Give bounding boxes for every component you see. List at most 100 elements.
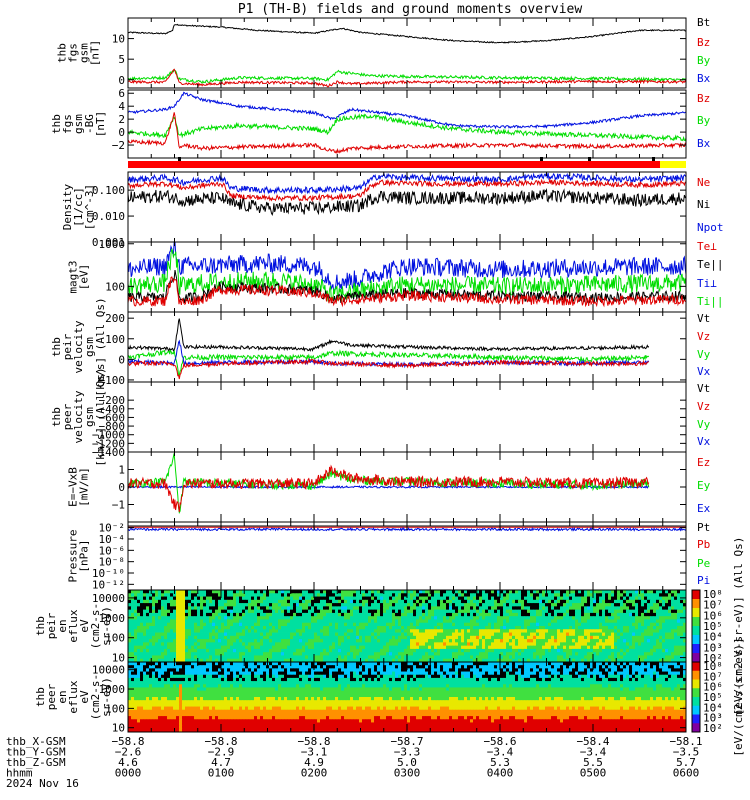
spectrogram-cell: [440, 626, 444, 630]
spectrogram-cell: [335, 658, 339, 663]
spectrogram-cell: [620, 655, 624, 660]
spectrogram-cell: [617, 619, 621, 624]
spectrogram-cell: [563, 626, 567, 630]
spectrogram-cell: [392, 655, 396, 660]
spectrogram-cell: [137, 635, 141, 640]
spectrogram-cell: [371, 593, 375, 597]
spectrogram-cell: [317, 635, 321, 640]
spectrogram-cell: [506, 639, 510, 643]
spectrogram-cell: [641, 590, 645, 594]
spectrogram-cell: [626, 612, 630, 617]
spectrogram-cell: [308, 639, 312, 643]
spectrogram-cell: [296, 635, 300, 640]
spectrogram-cell: [488, 606, 492, 611]
spectrogram-cell: [677, 629, 681, 633]
spectrogram-cell: [467, 655, 471, 660]
spectrogram-cell: [275, 639, 279, 643]
spectrogram-cell: [674, 616, 678, 620]
spectrogram-cell: [410, 655, 414, 660]
spectrogram-cell: [230, 612, 234, 617]
spectrogram-cell: [485, 626, 489, 630]
spectrogram-cell: [344, 662, 348, 666]
spectrogram-cell: [644, 590, 648, 594]
spectrogram-cell: [641, 616, 645, 620]
spectrogram-cell: [659, 648, 663, 653]
spectrogram-cell: [497, 593, 501, 597]
spectrogram-cell: [470, 609, 474, 614]
spectrogram-cell: [479, 612, 483, 617]
spectrogram-cell: [230, 599, 234, 604]
spectrogram-cell: [239, 662, 243, 666]
spectrogram-cell: [218, 642, 222, 647]
spectrogram-cell: [653, 648, 657, 653]
spectrogram-cell: [179, 593, 183, 597]
spectrogram-cell: [167, 612, 171, 617]
series-line-ti: [127, 248, 687, 302]
spectrogram-cell: [587, 626, 591, 630]
spectrogram-cell: [368, 662, 372, 666]
spectrogram-cell: [239, 655, 243, 660]
spectrogram-cell: [623, 616, 627, 620]
spectrogram-cell: [662, 619, 666, 624]
spectrogram-cell: [275, 662, 279, 666]
spectrogram-cell: [167, 616, 171, 620]
spectrogram-cell: [161, 655, 165, 660]
spectrogram-cell: [191, 603, 195, 607]
spectrogram-cell: [392, 616, 396, 620]
spectrogram-cell: [545, 616, 549, 620]
spectrogram-cell: [212, 599, 216, 604]
spectrogram-cell: [137, 596, 141, 601]
spectrogram-cell: [323, 599, 327, 604]
spectrogram-cell: [428, 662, 432, 666]
spectrogram-cell: [371, 629, 375, 633]
spectrogram-cell: [191, 635, 195, 640]
spectrogram-cell: [302, 655, 306, 660]
spectrogram-cell: [479, 609, 483, 614]
spectrogram-cell: [146, 639, 150, 643]
spectrogram-cell: [347, 593, 351, 597]
spectrogram-cell: [614, 639, 618, 643]
spectrogram-cell: [596, 635, 600, 640]
spectrogram-cell: [314, 609, 318, 614]
spectrogram-cell: [236, 626, 240, 630]
spectrogram-cell: [392, 593, 396, 597]
spectrogram-cell: [572, 599, 576, 604]
spectrogram-cell: [530, 593, 534, 597]
spectrogram-cell: [428, 616, 432, 620]
spectrogram-cell: [188, 642, 192, 647]
spectrogram-cell: [524, 632, 528, 637]
spectrogram-cell: [560, 655, 564, 660]
spectrogram-cell: [299, 612, 303, 617]
spectrogram-cell: [521, 616, 525, 620]
spectrogram-cell: [314, 619, 318, 624]
spectrogram-cell: [671, 652, 675, 656]
spectrogram-cell: [413, 603, 417, 607]
spectrogram-cell: [650, 652, 654, 656]
spectrogram-cell: [629, 658, 633, 663]
spectrogram-cell: [431, 612, 435, 617]
y-axis-label: en: [56, 619, 69, 632]
spectrogram-cell: [518, 645, 522, 650]
spectrogram-cell: [263, 642, 267, 647]
spectrogram-cell: [302, 642, 306, 647]
spectrogram-cell: [644, 612, 648, 617]
spectrogram-cell: [197, 616, 201, 620]
spectrogram-cell: [284, 632, 288, 637]
spectrogram-cell: [608, 632, 612, 637]
spectrogram-cell: [662, 616, 666, 620]
spectrogram-cell: [464, 635, 468, 640]
spectrogram-cell: [431, 616, 435, 620]
spectrogram-cell: [470, 658, 474, 663]
spectrogram-cell: [227, 593, 231, 597]
spectrogram-cell: [386, 626, 390, 630]
spectrogram-cell: [323, 655, 327, 660]
spectrogram-cell: [260, 603, 264, 607]
spectrogram-cell: [128, 612, 132, 617]
spectrogram-cell: [500, 616, 504, 620]
spectrogram-cell: [557, 609, 561, 614]
spectrogram-cell: [524, 629, 528, 633]
spectrogram-cell: [140, 599, 144, 604]
spectrogram-cell: [395, 609, 399, 614]
spectrogram-cell: [374, 593, 378, 597]
spectrogram-cell: [464, 632, 468, 637]
